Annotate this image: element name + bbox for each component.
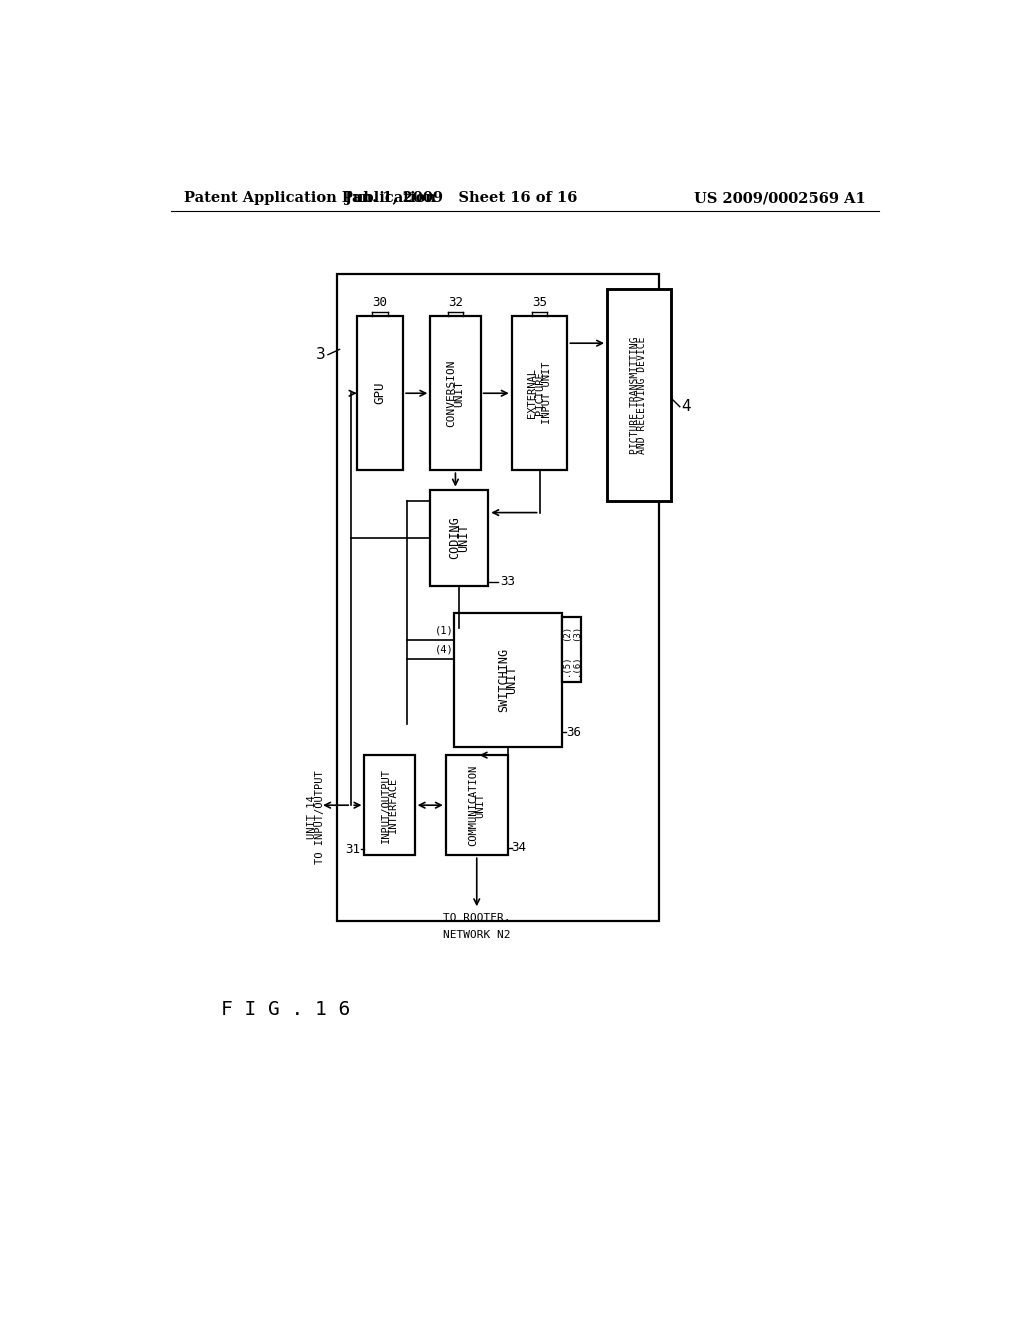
Bar — [512, 317, 567, 470]
Bar — [430, 317, 480, 470]
Text: AND RECEIVING DEVICE: AND RECEIVING DEVICE — [637, 337, 647, 454]
Text: (2): (2) — [562, 624, 571, 642]
Text: Jan. 1, 2009   Sheet 16 of 16: Jan. 1, 2009 Sheet 16 of 16 — [345, 191, 578, 206]
Text: (3): (3) — [572, 624, 581, 642]
Text: COMMUNICATION: COMMUNICATION — [468, 764, 478, 846]
Text: 30: 30 — [373, 296, 387, 309]
Text: 33: 33 — [500, 576, 515, 589]
Text: INPUT/OUTPUT: INPUT/OUTPUT — [381, 768, 391, 842]
Text: 35: 35 — [532, 296, 547, 309]
Text: CODING: CODING — [449, 516, 462, 558]
Bar — [454, 612, 562, 747]
Bar — [430, 490, 488, 586]
Text: F I G . 1 6: F I G . 1 6 — [221, 999, 350, 1019]
Text: US 2009/0002569 A1: US 2009/0002569 A1 — [693, 191, 865, 206]
Bar — [562, 616, 582, 682]
Text: UNIT: UNIT — [455, 380, 464, 407]
Bar — [445, 755, 508, 855]
Text: TO INPUT/OUTPUT: TO INPUT/OUTPUT — [315, 770, 326, 863]
Text: (4): (4) — [435, 644, 454, 655]
Text: .(6): .(6) — [572, 655, 581, 676]
Text: INTERFACE: INTERFACE — [388, 777, 398, 833]
Text: INPUT UNIT: INPUT UNIT — [542, 362, 552, 425]
Text: TO ROOTER,: TO ROOTER, — [443, 913, 511, 923]
Text: 4: 4 — [681, 399, 691, 414]
Text: PICTURE: PICTURE — [535, 371, 545, 414]
Text: UNIT 14: UNIT 14 — [306, 795, 316, 838]
Text: 34: 34 — [512, 841, 526, 854]
Text: .(5): .(5) — [562, 655, 571, 676]
Text: SWITCHING: SWITCHING — [498, 648, 510, 711]
Bar — [365, 755, 415, 855]
Text: 32: 32 — [447, 296, 463, 309]
Text: UNIT: UNIT — [475, 793, 485, 817]
Text: PICTURE TRANSMITTING: PICTURE TRANSMITTING — [630, 337, 640, 454]
Text: NETWORK N2: NETWORK N2 — [443, 929, 511, 940]
Text: (1): (1) — [435, 626, 454, 635]
Text: CONVERSION: CONVERSION — [446, 359, 457, 426]
Text: UNIT: UNIT — [457, 523, 470, 552]
Bar — [356, 317, 403, 470]
Bar — [607, 289, 671, 502]
Text: UNIT: UNIT — [505, 665, 518, 694]
Text: Patent Application Publication: Patent Application Publication — [183, 191, 436, 206]
Bar — [337, 275, 658, 921]
Text: 36: 36 — [566, 726, 581, 739]
Text: GPU: GPU — [374, 381, 386, 404]
Text: 3: 3 — [315, 347, 326, 362]
Text: EXTERNAL: EXTERNAL — [527, 368, 538, 418]
Text: 31: 31 — [345, 842, 360, 855]
